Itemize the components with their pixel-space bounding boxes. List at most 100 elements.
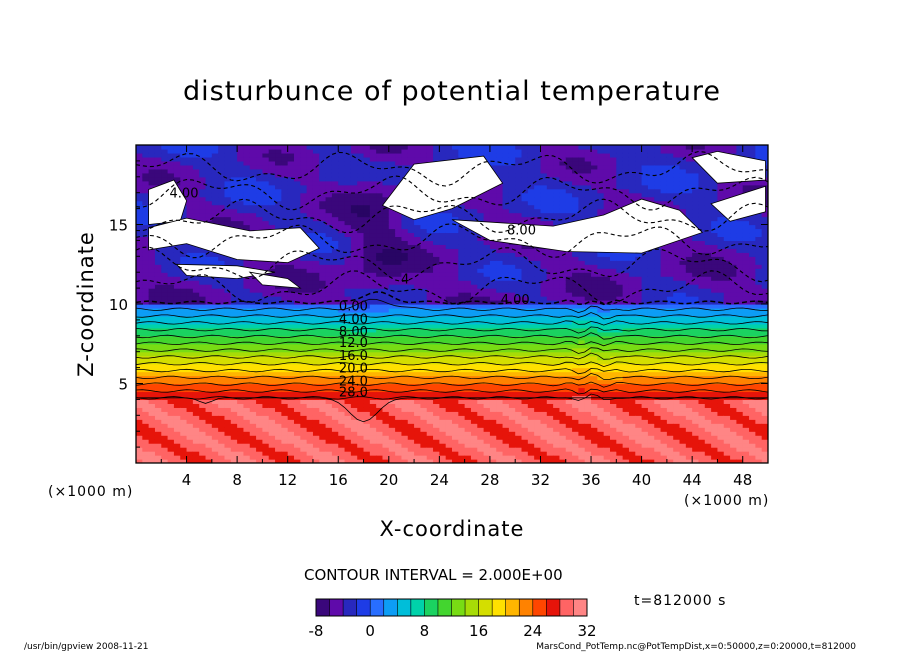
field-cell bbox=[470, 315, 478, 321]
field-cell bbox=[275, 216, 282, 222]
field-cell bbox=[376, 435, 384, 440]
field-cell bbox=[376, 244, 384, 249]
field-cell bbox=[287, 196, 295, 202]
field-cell bbox=[439, 435, 447, 440]
field-cell bbox=[287, 447, 295, 452]
field-cell bbox=[350, 200, 358, 206]
field-cell bbox=[363, 427, 371, 432]
field-cell bbox=[186, 403, 194, 408]
field-cell bbox=[306, 164, 314, 170]
field-cell bbox=[344, 415, 352, 420]
field-cell bbox=[452, 327, 459, 333]
field-cell bbox=[275, 168, 282, 174]
field-cell bbox=[521, 300, 529, 305]
field-cell bbox=[439, 232, 447, 238]
field-cell bbox=[382, 315, 390, 321]
field-cell bbox=[173, 168, 181, 174]
field-cell bbox=[161, 415, 169, 420]
field-cell bbox=[369, 220, 377, 226]
field-cell bbox=[388, 280, 396, 285]
field-cell bbox=[407, 228, 415, 234]
field-cell bbox=[369, 292, 377, 297]
field-cell bbox=[502, 331, 510, 337]
field-cell bbox=[369, 451, 377, 456]
field-cell bbox=[357, 411, 365, 416]
field-cell bbox=[527, 371, 535, 377]
field-cell bbox=[300, 296, 308, 301]
field-cell bbox=[211, 335, 219, 341]
field-cell bbox=[300, 280, 308, 285]
field-cell bbox=[186, 152, 194, 158]
field-cell bbox=[350, 411, 358, 416]
field-cell bbox=[199, 200, 207, 206]
field-cell bbox=[325, 264, 333, 269]
field-cell bbox=[325, 323, 333, 329]
field-cell bbox=[294, 335, 301, 341]
field-cell bbox=[237, 160, 245, 166]
field-cell bbox=[338, 288, 346, 293]
field-cell bbox=[249, 311, 257, 317]
field-cell bbox=[237, 459, 245, 463]
field-cell bbox=[300, 148, 308, 154]
field-cell bbox=[407, 292, 415, 297]
field-cell bbox=[344, 319, 352, 325]
field-cell bbox=[199, 343, 207, 349]
field-cell bbox=[369, 327, 377, 333]
field-cell bbox=[230, 415, 238, 420]
field-cell bbox=[401, 228, 409, 234]
field-cell bbox=[325, 343, 333, 349]
field-cell bbox=[294, 268, 301, 273]
field-cell bbox=[470, 256, 478, 261]
field-cell bbox=[319, 232, 327, 238]
field-cell bbox=[515, 315, 523, 321]
field-cell bbox=[458, 288, 466, 293]
field-cell bbox=[395, 220, 403, 226]
field-cell bbox=[275, 152, 282, 158]
field-cell bbox=[306, 407, 314, 412]
field-cell bbox=[294, 212, 301, 218]
field-cell bbox=[167, 327, 175, 333]
field-cell bbox=[306, 176, 314, 182]
field-cell bbox=[256, 339, 263, 345]
field-cell bbox=[287, 311, 295, 317]
field-cell bbox=[287, 145, 295, 150]
field-cell bbox=[502, 184, 510, 190]
field-cell bbox=[237, 415, 245, 420]
field-cell bbox=[483, 196, 491, 202]
field-cell bbox=[350, 272, 358, 277]
field-cell bbox=[489, 272, 497, 277]
field-cell bbox=[483, 415, 491, 420]
field-cell bbox=[433, 292, 440, 297]
field-cell bbox=[508, 252, 516, 257]
field-cell bbox=[395, 292, 403, 297]
field-cell bbox=[312, 236, 320, 241]
field-cell bbox=[515, 379, 523, 385]
field-cell bbox=[294, 439, 301, 444]
field-cell bbox=[452, 331, 459, 337]
field-cell bbox=[268, 160, 276, 166]
field-cell bbox=[230, 403, 238, 408]
field-cell bbox=[312, 359, 320, 365]
field-cell bbox=[211, 168, 219, 174]
field-cell bbox=[331, 319, 339, 325]
field-cell bbox=[224, 256, 232, 261]
field-cell bbox=[205, 447, 213, 452]
field-cell bbox=[363, 347, 371, 353]
field-cell bbox=[224, 375, 232, 381]
field-cell bbox=[256, 145, 263, 150]
field-cell bbox=[489, 387, 497, 393]
field-cell bbox=[350, 319, 358, 325]
field-cell bbox=[325, 411, 333, 416]
field-cell bbox=[319, 240, 327, 245]
field-cell bbox=[173, 383, 181, 389]
field-cell bbox=[426, 443, 434, 448]
field-cell bbox=[319, 188, 327, 194]
field-cell bbox=[458, 236, 466, 241]
field-cell bbox=[433, 304, 440, 309]
field-cell bbox=[268, 423, 276, 428]
field-cell bbox=[275, 439, 282, 444]
field-cell bbox=[281, 172, 289, 178]
field-cell bbox=[357, 244, 365, 249]
field-cell bbox=[426, 431, 434, 436]
field-cell bbox=[325, 311, 333, 317]
